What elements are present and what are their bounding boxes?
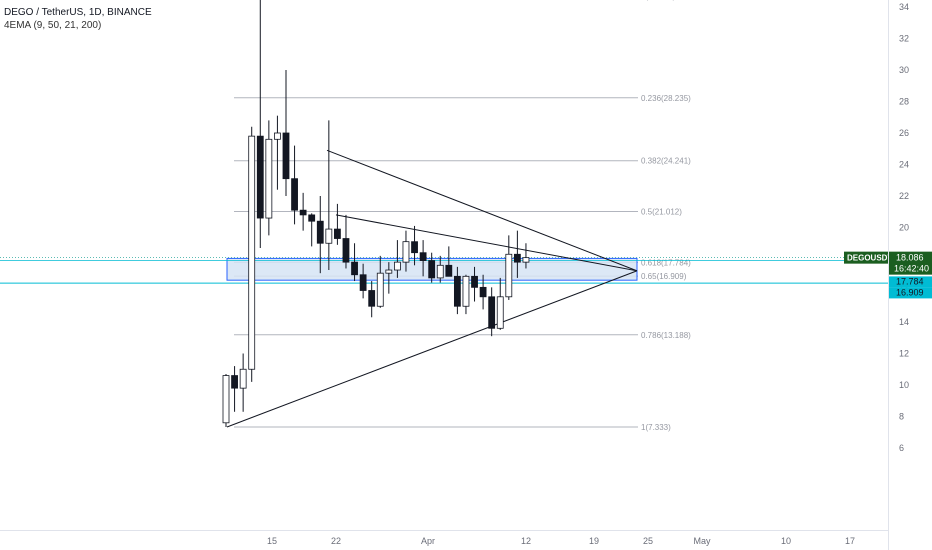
time-tick-label: Apr [421,536,435,546]
candle-body [488,296,496,329]
price-tick-label: 26 [899,128,909,138]
candle-body [308,214,316,222]
candle-body [402,241,410,263]
candle-body [522,257,530,263]
countdown-text: 16:42:40 [894,264,929,274]
price-tick-label: 20 [899,223,909,233]
price-tick-label: 12 [899,349,909,359]
time-tick-label: May [693,536,711,546]
lower-trendline [226,270,638,428]
time-tick-label: 12 [521,536,531,546]
zone-top-badge [889,276,932,288]
price-tick-label: 30 [899,65,909,75]
symbol-badge-text: DEGOUSDT [847,254,892,263]
candle-body [453,275,461,307]
candle-body [316,220,324,244]
candle-body [376,272,384,307]
candle-body [274,132,281,140]
price-tick-label: 24 [899,160,909,170]
candle-body [479,286,487,298]
inner-trendline [335,214,638,272]
fib-level-label: 0.65(16.909) [641,272,687,281]
candle-body [445,264,453,277]
candle-body [222,375,230,424]
candle-body [436,264,444,279]
candle-body [359,274,367,291]
last-price-text: 18.086 [896,253,924,263]
price-tick-label: 8 [899,412,904,422]
candle-body [505,253,513,298]
candle-body [231,375,238,389]
candle-body [368,290,376,307]
time-tick-label: 19 [589,536,599,546]
candle-body [334,228,341,239]
candle-body [385,269,393,274]
time-axis-border [0,530,888,531]
candle-body [282,132,290,180]
candle-body [239,368,247,389]
candle-body [256,135,264,219]
upper-trendline [326,149,638,272]
symbol-badge [844,251,888,264]
candle-body [428,260,436,279]
fib-level-label: 1(7.333) [641,423,671,432]
candle-body [393,261,401,271]
fib-level-label: 0.236(28.235) [641,94,691,103]
candle-body [411,241,418,254]
zone-bottom-text: 16.909 [896,287,924,297]
time-tick-label: 15 [267,536,277,546]
last-price-badge [889,251,932,275]
price-tick-label: 10 [899,380,909,390]
time-tick-label: 25 [643,536,653,546]
candle-body [291,178,298,211]
fib-level-label: 0.382(24.241) [641,157,691,166]
price-tick-label: 6 [899,443,904,453]
fib-level-label: 0.786(13.188) [641,331,691,340]
candle-body [299,209,307,216]
zone-bottom-badge [889,287,932,299]
fib-level-label: 0.5(21.012) [641,208,682,217]
time-tick-label: 22 [331,536,341,546]
zone-top-text: 17.784 [896,276,924,286]
price-tick-label: 22 [899,191,909,201]
candle-body [248,135,256,370]
price-tick-label: 34 [899,2,909,12]
fib-level-label: 0.618(17.784) [641,258,691,267]
price-tick-label: 32 [899,34,909,44]
candle-body [419,252,427,261]
candle-body [342,238,350,263]
candle-body [325,228,333,244]
time-tick-label: 10 [781,536,791,546]
candle-body [513,253,521,263]
candle-body [496,296,504,329]
price-tick-label: 14 [899,317,909,327]
indicator-label[interactable]: 4EMA (9, 50, 21, 200) [4,20,102,31]
symbol-title[interactable]: DEGO / TetherUS, 1D, BINANCE [4,7,152,18]
price-axis-border [888,0,889,550]
candle-body [471,275,478,288]
chart-legend: DEGO / TetherUS, 1D, BINANCE 4EMA (9, 50… [4,6,152,32]
candle-body [462,275,470,307]
candle-body [351,261,358,276]
candle-body [265,138,273,219]
time-tick-label: 17 [845,536,855,546]
price-tick-label: 28 [899,97,909,107]
fib-level-label: 0(34.691) [641,0,676,1]
